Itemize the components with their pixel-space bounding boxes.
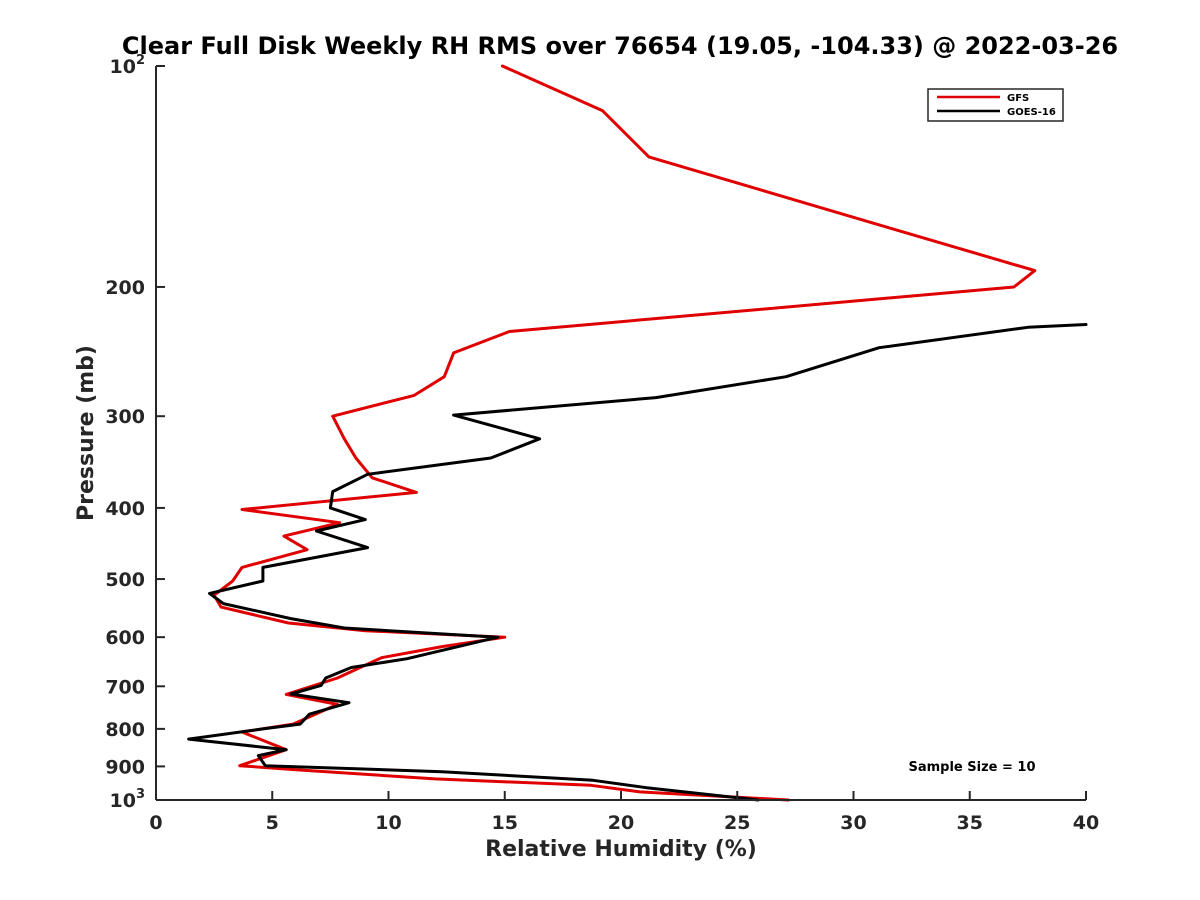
- x-tick-label: 30: [840, 812, 866, 834]
- y-tick-label: 300: [105, 406, 145, 428]
- series-lines: [187, 64, 1088, 802]
- series-line-gfs: [212, 64, 1037, 802]
- legend-box: [927, 88, 1064, 122]
- x-tick-label: 10: [375, 812, 401, 834]
- x-tick-label: 40: [1073, 812, 1099, 834]
- y-axis-ticks: 102 200 300 400 500 600 700 800 900 103: [105, 53, 165, 812]
- x-tick-label: 15: [492, 812, 518, 834]
- y-tick-label: 600: [105, 627, 145, 649]
- y-tick-label: 500: [105, 569, 145, 591]
- y-tick-label: 103: [110, 787, 146, 812]
- legend-label-goes16: GOES-16: [1007, 107, 1056, 118]
- y-tick-label: 400: [105, 498, 145, 520]
- x-tick-label: 5: [266, 812, 279, 834]
- legend-label-gfs: GFS: [1007, 93, 1029, 104]
- y-tick-label: 900: [105, 756, 145, 778]
- x-tick-label: 25: [724, 812, 750, 834]
- x-axis-label: Relative Humidity (%): [485, 837, 757, 862]
- y-axis-label: Pressure (mb): [74, 345, 99, 521]
- sample-size-annotation: Sample Size = 10: [908, 760, 1035, 775]
- y-tick-label: 800: [105, 719, 145, 741]
- chart-title: Clear Full Disk Weekly RH RMS over 76654…: [122, 32, 1118, 60]
- legend[interactable]: GFS GOES-16: [927, 88, 1064, 122]
- x-axis-ticks: 0 5 10 15 20 25 30 35 40: [149, 791, 1099, 834]
- x-tick-label: 35: [957, 812, 983, 834]
- x-tick-label: 20: [608, 812, 634, 834]
- y-tick-label: 102: [110, 53, 146, 78]
- x-tick-label: 0: [149, 812, 162, 834]
- series-line-goes16: [187, 323, 1088, 802]
- y-tick-label: 700: [105, 676, 145, 698]
- y-tick-label: 200: [105, 277, 145, 299]
